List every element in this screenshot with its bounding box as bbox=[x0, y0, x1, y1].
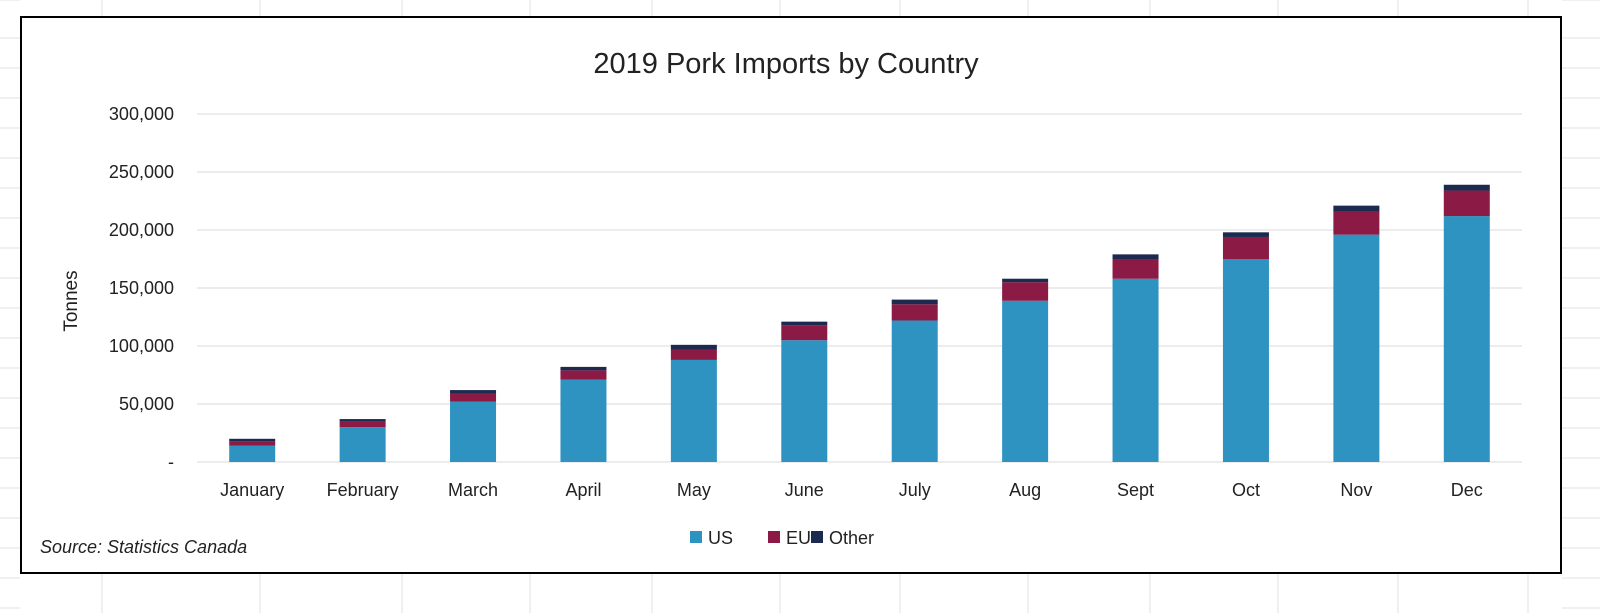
y-tick-label: - bbox=[168, 452, 174, 472]
y-tick-label: 100,000 bbox=[109, 336, 174, 356]
x-tick-label: Aug bbox=[1009, 480, 1041, 500]
bar-segment-us-march bbox=[450, 401, 497, 462]
bars bbox=[229, 184, 1490, 462]
legend-label-other: Other bbox=[829, 528, 874, 548]
bar-segment-us-january bbox=[229, 445, 276, 462]
y-tick-label: 250,000 bbox=[109, 162, 174, 182]
bar-segment-eu-sept bbox=[1112, 259, 1159, 279]
legend-swatch-eu bbox=[768, 531, 780, 543]
x-tick-label: Oct bbox=[1232, 480, 1260, 500]
x-tick-label: Nov bbox=[1340, 480, 1372, 500]
x-tick-label: January bbox=[220, 480, 284, 500]
bar-segment-eu-nov bbox=[1333, 211, 1380, 235]
bar-segment-other-february bbox=[339, 419, 386, 422]
bar-segment-other-aug bbox=[1002, 278, 1049, 283]
x-tick-label: May bbox=[677, 480, 711, 500]
legend-swatch-us bbox=[690, 531, 702, 543]
bar-segment-eu-dec bbox=[1443, 190, 1490, 217]
x-tick-label: March bbox=[448, 480, 498, 500]
bar-segment-us-nov bbox=[1333, 234, 1380, 462]
gridlines bbox=[197, 113, 1522, 463]
bar-segment-other-june bbox=[781, 321, 828, 326]
bar-segment-other-july bbox=[891, 299, 938, 305]
y-tick-label: 150,000 bbox=[109, 278, 174, 298]
bar-segment-eu-june bbox=[781, 325, 828, 341]
bar-segment-eu-july bbox=[891, 304, 938, 321]
bar-segment-us-dec bbox=[1443, 216, 1490, 462]
x-tick-label: February bbox=[327, 480, 399, 500]
bar-segment-us-sept bbox=[1112, 278, 1159, 462]
x-tick-label: April bbox=[565, 480, 601, 500]
y-tick-label: 300,000 bbox=[109, 104, 174, 124]
x-tick-label: July bbox=[899, 480, 931, 500]
bar-segment-us-may bbox=[670, 359, 717, 462]
bar-segment-us-july bbox=[891, 320, 938, 462]
bar-segment-other-april bbox=[560, 366, 607, 371]
bar-segment-other-january bbox=[229, 438, 276, 442]
bar-segment-eu-february bbox=[339, 421, 386, 428]
chart-title: 2019 Pork Imports by Country bbox=[593, 48, 979, 80]
bar-segment-eu-may bbox=[670, 349, 717, 360]
x-tick-label: Dec bbox=[1451, 480, 1483, 500]
y-axis-label: Tonnes bbox=[61, 270, 82, 331]
legend-label-us: US bbox=[708, 528, 733, 548]
legend-label-eu: EU bbox=[786, 528, 811, 548]
source-note: Source: Statistics Canada bbox=[40, 537, 247, 557]
bar-segment-other-dec bbox=[1443, 184, 1490, 191]
bar-segment-other-nov bbox=[1333, 205, 1380, 212]
bar-segment-us-june bbox=[781, 340, 828, 462]
bar-segment-eu-aug bbox=[1002, 282, 1049, 301]
bar-segment-other-may bbox=[670, 344, 717, 350]
bar-segment-eu-april bbox=[560, 370, 607, 380]
x-axis-ticks: January February March April May June July Aug S… bbox=[220, 480, 1483, 500]
y-tick-label: 200,000 bbox=[109, 220, 174, 240]
bar-segment-us-february bbox=[339, 427, 386, 462]
x-tick-label: Sept bbox=[1117, 480, 1154, 500]
bar-segment-us-oct bbox=[1222, 259, 1269, 462]
bar-segment-other-oct bbox=[1222, 232, 1269, 237]
legend-swatch-other bbox=[811, 531, 823, 543]
bar-segment-us-aug bbox=[1002, 300, 1049, 462]
x-tick-label: June bbox=[785, 480, 824, 500]
legend: US EU Other bbox=[690, 528, 874, 548]
bar-segment-eu-march bbox=[450, 393, 497, 402]
bar-segment-other-sept bbox=[1112, 254, 1159, 259]
y-tick-label: 50,000 bbox=[119, 394, 174, 414]
bar-segment-eu-oct bbox=[1222, 236, 1269, 259]
stacked-bar-chart: 2019 Pork Imports by Country - 50,000 100,… bbox=[40, 48, 1522, 557]
bar-segment-us-april bbox=[560, 379, 607, 462]
y-axis-ticks: - 50,000 100,000 150,000 200,000 250,000 300,0… bbox=[109, 104, 174, 472]
bar-segment-other-march bbox=[450, 390, 497, 394]
bar-segment-eu-january bbox=[229, 441, 276, 446]
chart-frame: 2019 Pork Imports by Country - 50,000 100,… bbox=[20, 16, 1562, 574]
